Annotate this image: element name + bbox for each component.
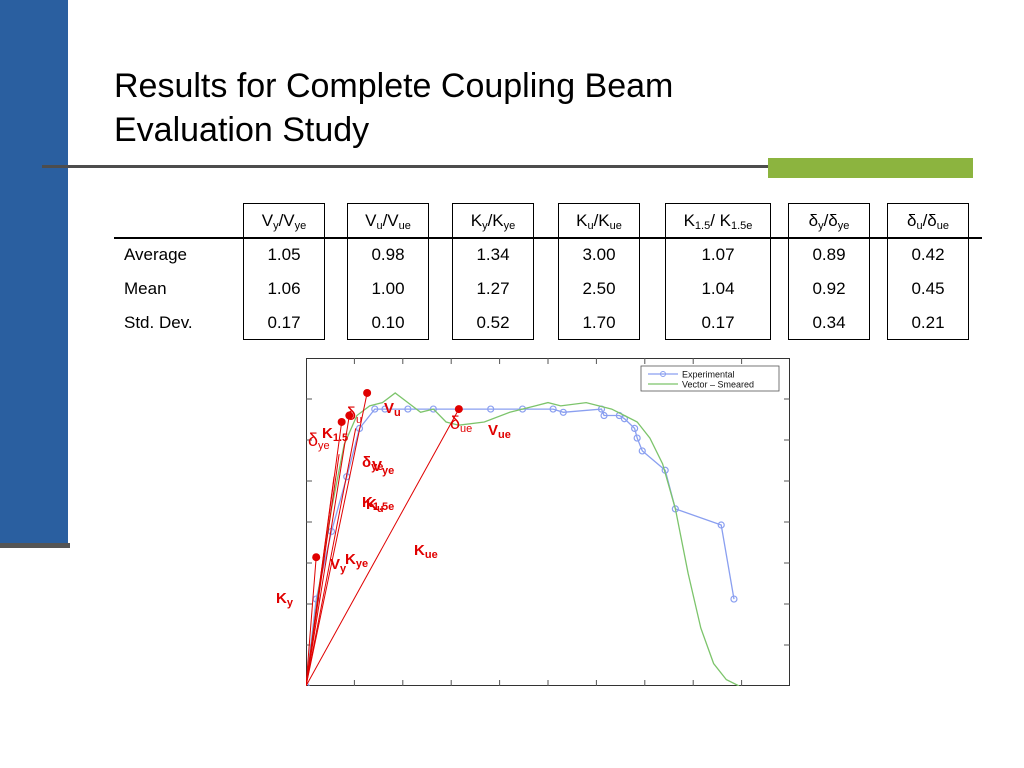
table-cell: 1.04: [701, 279, 735, 298]
table-cell: 0.17: [701, 313, 735, 332]
secant-line: [306, 408, 460, 686]
key-point-marker: [454, 405, 463, 414]
series-point: [730, 595, 738, 603]
series-point: [638, 447, 646, 455]
table-cell: 1.06: [267, 279, 301, 298]
chart-annotation: Kye: [345, 551, 369, 570]
series-point: [518, 405, 527, 413]
chart-annotation: K1.5e: [362, 494, 395, 513]
table-cell: 1.27: [476, 279, 510, 298]
table-row-label: Std. Dev.: [124, 313, 193, 332]
table-column-header: Vy/Vye: [261, 211, 307, 232]
chart-annotation: K1.5: [322, 425, 349, 444]
table-column-header: δu/δue: [906, 211, 950, 232]
chart-annotation: Vu: [384, 400, 401, 419]
table-cell: 0.89: [812, 245, 846, 264]
table-cell: 2.50: [582, 279, 616, 298]
table-cell: 0.34: [812, 313, 846, 332]
table-column-box: [887, 203, 969, 340]
key-point-marker: [312, 553, 321, 562]
table-column-box: [243, 203, 325, 340]
chart-annotation: δye: [308, 430, 330, 452]
series-point: [600, 411, 608, 420]
table-cell: 0.21: [911, 313, 945, 332]
table-column-header: δy/δye: [808, 211, 850, 232]
chart-annotation: δue: [450, 413, 473, 435]
title-divider: [42, 165, 972, 168]
chart-annotation: Ky: [276, 590, 293, 609]
series-point: [549, 405, 557, 413]
legend-box: [640, 365, 780, 392]
slide-title: Results for Complete Coupling Beam Evalu…: [114, 64, 894, 152]
chart-annotation: Kue: [414, 542, 438, 561]
accent-bar: [768, 158, 973, 178]
chart-annotation: δu: [346, 404, 363, 426]
series-line: [306, 392, 740, 686]
table-cell: 1.05: [267, 245, 301, 264]
table-column-header: K1.5/ K1.5e: [683, 211, 753, 232]
series-point: [371, 405, 379, 413]
chart-annotation: Vue: [488, 422, 511, 441]
legend-marker: [660, 371, 666, 377]
table-row-label: Average: [124, 245, 188, 264]
table-cell: 0.45: [911, 279, 945, 298]
table-column-header: Ku/Kue: [576, 211, 622, 232]
title-line-2: Evaluation Study: [114, 111, 370, 149]
table-cell: 3.00: [582, 245, 616, 264]
series-point: [633, 434, 641, 442]
key-point-marker: [363, 388, 372, 397]
table-cell: 0.42: [911, 245, 945, 264]
series-point: [631, 424, 639, 433]
plot-frame: [306, 358, 790, 686]
secant-line: [306, 415, 350, 686]
series-point: [404, 405, 412, 413]
table-cell: 1.00: [371, 279, 405, 298]
secant-line: [306, 428, 357, 686]
series-point: [429, 405, 437, 413]
title-line-1: Results for Complete Coupling Beam: [114, 67, 674, 105]
table-cell: 1.07: [701, 245, 735, 264]
chart-annotation: δye: [362, 454, 384, 473]
table-cell: 0.98: [371, 245, 405, 264]
sidebar-band: [0, 0, 68, 548]
legend-entry: Experimental: [682, 370, 735, 380]
table-column-box: [665, 203, 771, 340]
series-point: [381, 405, 389, 413]
legend-entry: Vector – Smeared: [682, 380, 754, 390]
series-point: [559, 408, 567, 416]
table-column-header: Ky/Kye: [470, 211, 516, 232]
table-row-label: Mean: [124, 279, 167, 298]
chart-annotation: Vye: [372, 458, 395, 477]
key-point-marker: [345, 411, 354, 420]
table-header-rule: [114, 237, 982, 239]
table-column-box: [788, 203, 870, 340]
sidebar-shadow: [0, 543, 70, 548]
table-column-box: [452, 203, 534, 340]
secant-line: [306, 392, 368, 686]
table-cell: 0.17: [267, 313, 301, 332]
series-point: [487, 405, 495, 413]
table-cell: 0.52: [476, 313, 510, 332]
secant-line: [306, 557, 317, 686]
table-column-box: [347, 203, 429, 340]
table-column-box: [558, 203, 640, 340]
chart-annotation: Ku: [366, 496, 384, 515]
table-cell: 1.70: [582, 313, 616, 332]
secant-line: [306, 476, 335, 686]
series-point: [717, 521, 725, 529]
chart-annotation: Vy: [330, 556, 347, 575]
key-point-marker: [337, 417, 346, 426]
table-cell: 1.34: [476, 245, 510, 264]
table-cell: 0.92: [812, 279, 846, 298]
table-column-header: Vu/Vue: [365, 211, 411, 232]
table-cell: 0.10: [371, 313, 405, 332]
